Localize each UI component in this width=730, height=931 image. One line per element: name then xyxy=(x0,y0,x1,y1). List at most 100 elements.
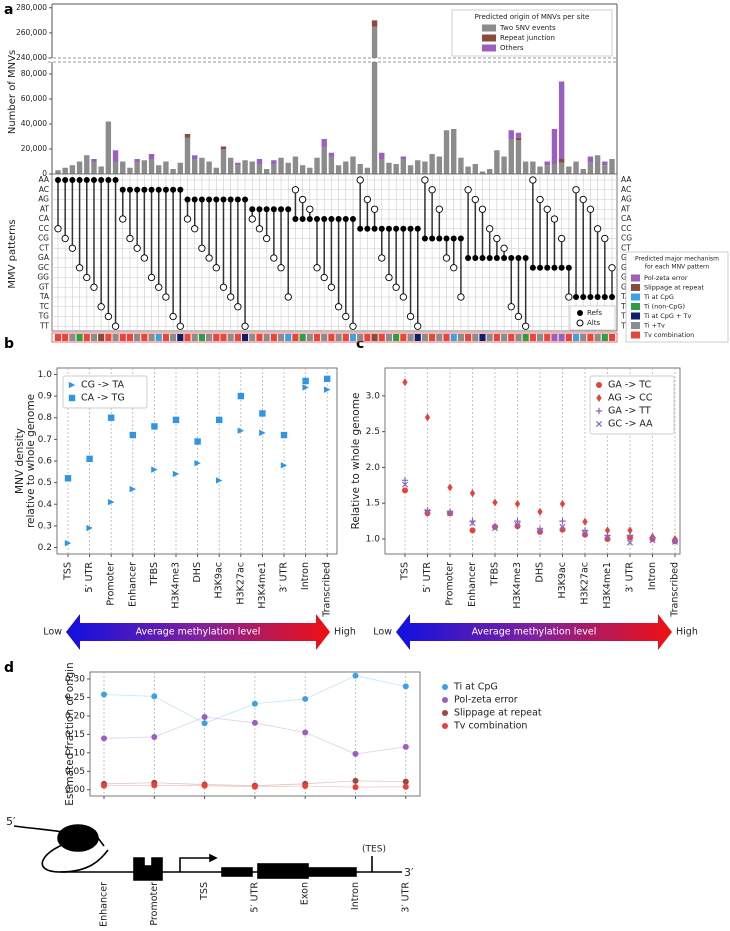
bar xyxy=(335,165,342,174)
legend-box xyxy=(589,375,675,435)
mechanism-cell xyxy=(450,334,457,341)
bar xyxy=(227,157,234,174)
bar xyxy=(544,161,550,166)
bar xyxy=(443,130,450,174)
alt-dot xyxy=(255,225,264,233)
point xyxy=(251,783,258,790)
x-tick-label: 3′ UTR xyxy=(400,882,411,913)
point xyxy=(649,537,656,544)
y-tick-label: 0.4 xyxy=(38,500,53,510)
point xyxy=(402,778,409,785)
mechanism-cell xyxy=(112,334,119,341)
alt-dot xyxy=(262,234,271,243)
point xyxy=(626,539,634,546)
x-tick-label: Enhancer xyxy=(127,562,138,607)
bar xyxy=(436,156,443,174)
ref-dot xyxy=(148,186,155,193)
legend-box xyxy=(62,375,148,409)
y-tick-label: 0.7 xyxy=(38,435,52,445)
ref-dot xyxy=(314,216,321,222)
ref-dot xyxy=(400,225,407,232)
diagram-label: 5′ xyxy=(6,815,16,828)
alt-dot xyxy=(579,195,587,204)
mechanism-cell xyxy=(170,334,177,341)
mechanism-cell xyxy=(155,334,162,341)
ref-dot xyxy=(421,235,428,242)
mechanism-cell xyxy=(565,334,572,341)
ref-dot xyxy=(601,294,608,300)
ref-dot xyxy=(508,255,515,261)
mechanism-cell xyxy=(429,334,436,341)
point xyxy=(446,510,454,517)
utr-block xyxy=(221,867,253,877)
point xyxy=(402,378,408,387)
point xyxy=(536,527,544,534)
mechanism-cell xyxy=(529,334,536,341)
legend-label: Others xyxy=(500,44,524,52)
row-label: TT xyxy=(620,321,630,330)
row-label: CC xyxy=(39,224,49,233)
mechanism-strip-frame xyxy=(51,332,618,343)
legend-label: Tv combination xyxy=(643,331,694,339)
point xyxy=(596,394,602,402)
bar xyxy=(580,169,586,174)
x-tick-label: 5′ UTR xyxy=(84,562,95,593)
row-label: GG xyxy=(37,273,49,282)
bar xyxy=(458,157,464,174)
bar xyxy=(573,161,579,174)
panel-label: b xyxy=(4,336,14,352)
point xyxy=(302,384,309,391)
ref-dot xyxy=(479,255,486,261)
methylation-arrow xyxy=(396,614,672,650)
legend-label: Pol-zeta error xyxy=(454,695,518,706)
bar xyxy=(371,20,378,27)
ref-dot xyxy=(551,264,558,271)
bar xyxy=(422,161,428,174)
point xyxy=(514,521,521,528)
point xyxy=(671,538,679,545)
alt-dot xyxy=(514,312,523,321)
y-tick-label: 240,000 xyxy=(16,53,47,62)
x-tick-label: H3K4me3 xyxy=(512,562,523,609)
alt-dot xyxy=(291,186,300,194)
ref-dot xyxy=(242,196,249,203)
row-label: TT xyxy=(39,321,49,330)
arrow-low: Low xyxy=(43,627,62,638)
ref-dot xyxy=(465,255,472,261)
point xyxy=(194,438,201,445)
x-tick-label: Enhancer xyxy=(467,562,478,607)
alt-dot xyxy=(61,234,69,243)
x-tick-label: Transcribed xyxy=(670,562,681,618)
alt-dot xyxy=(198,244,206,252)
ref-dot xyxy=(378,225,385,232)
legend-alt-dot xyxy=(576,319,584,327)
x-tick-label: 5′ UTR xyxy=(422,562,433,593)
alt-dot xyxy=(147,273,156,282)
mechanism-cell xyxy=(285,334,292,341)
bar xyxy=(220,146,227,149)
mechanism-cell xyxy=(457,334,465,341)
alt-dot xyxy=(399,293,408,301)
ref-dot xyxy=(126,186,133,193)
x-tick-label: Enhancer xyxy=(99,882,110,927)
y-tick-label: 0.5 xyxy=(38,478,52,488)
point xyxy=(237,392,244,400)
bar xyxy=(587,156,594,163)
mechanism-cell xyxy=(349,334,357,341)
bar xyxy=(415,160,421,174)
y-tick-label: 0.2 xyxy=(38,543,52,553)
row-label: AT xyxy=(40,204,50,213)
legend-label: Pol-zeta error xyxy=(644,274,688,282)
x-tick-label: Exon xyxy=(300,882,311,905)
ref-dot xyxy=(436,235,443,242)
bar xyxy=(314,157,320,174)
x-tick-label: TSS xyxy=(199,882,210,901)
mechanism-cell xyxy=(263,334,270,341)
point xyxy=(302,377,309,385)
alt-dot xyxy=(543,205,551,213)
ref-dot xyxy=(349,216,356,222)
mechanism-cell xyxy=(292,334,299,341)
row-label: AG xyxy=(38,195,49,204)
legend-ref-dot xyxy=(577,310,583,316)
point xyxy=(352,672,359,679)
